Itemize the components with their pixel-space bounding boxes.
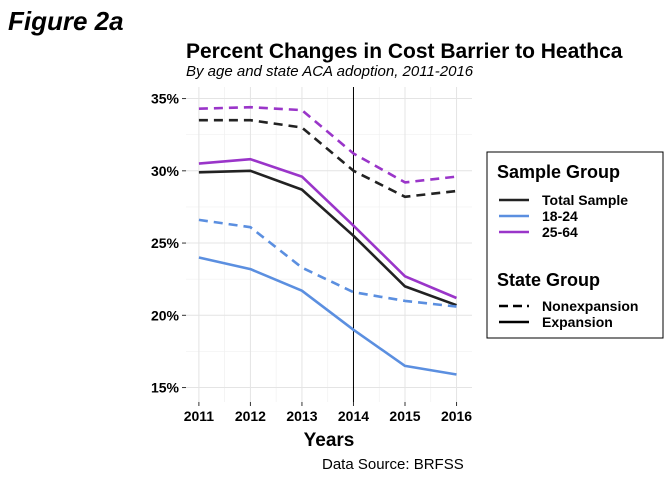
- data-source-note: Data Source: BRFSS: [322, 456, 464, 473]
- series-layer: [198, 105, 458, 376]
- x-tick-label: 2014: [338, 408, 369, 424]
- series-line-total-sample-nonexpansion: [198, 118, 457, 199]
- legend-label: Total Sample: [542, 192, 628, 208]
- legend-label: Expansion: [542, 314, 613, 330]
- x-tick-label: 2015: [389, 408, 420, 424]
- y-tick-label: 35%: [151, 91, 180, 107]
- x-tick-label: 2013: [286, 408, 317, 424]
- legend-label: 18-24: [542, 208, 578, 224]
- axes: 15% 20% 25% 30% 35% 2011 2012 2013 2014 2015 2016 Y…: [151, 91, 472, 451]
- legend-title-state: State Group: [497, 270, 600, 290]
- x-tick-label: 2016: [441, 408, 472, 424]
- chart-title: Percent Changes in Cost Barrier to Heath…: [186, 40, 623, 63]
- y-tick-label: 30%: [151, 163, 180, 179]
- legend-title-sample: Sample Group: [497, 162, 620, 182]
- x-tick-label: 2012: [235, 408, 266, 424]
- legend-label: Nonexpansion: [542, 298, 638, 314]
- chart-subtitle: By age and state ACA adoption, 2011-2016: [186, 63, 474, 80]
- series-line-18-24-expansion: [198, 256, 457, 376]
- series-line-25-64-nonexpansion: [198, 105, 457, 184]
- y-tick-label: 20%: [151, 307, 180, 323]
- figure-label: Figure 2a: [8, 6, 124, 36]
- series-line-total-sample-expansion: [198, 169, 457, 307]
- y-tick-label: 15%: [151, 380, 180, 396]
- y-tick-label: 25%: [151, 235, 180, 251]
- x-axis-label: Years: [304, 430, 355, 451]
- series-line-25-64-expansion: [198, 157, 458, 300]
- legend-label: 25-64: [542, 224, 578, 240]
- x-tick-label: 2011: [184, 408, 215, 424]
